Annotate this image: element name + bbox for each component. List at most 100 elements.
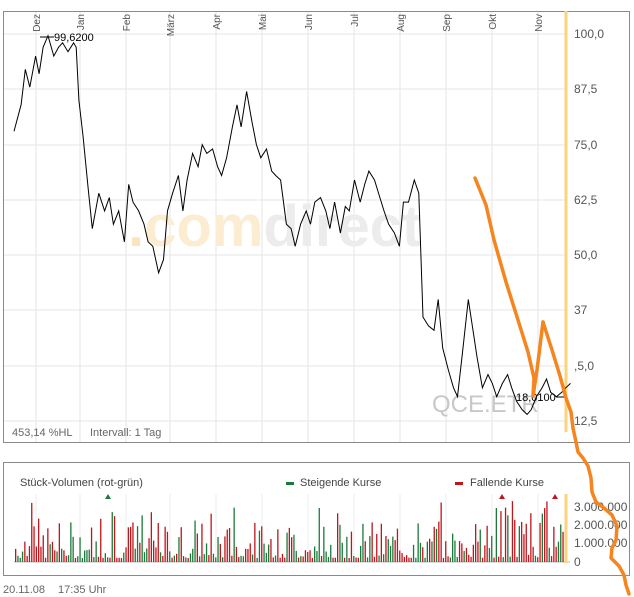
- volume-bar: [226, 529, 228, 562]
- volume-bar: [378, 555, 380, 562]
- month-label: Jan: [76, 14, 87, 30]
- volume-bar: [44, 557, 47, 562]
- volume-bar: [371, 522, 373, 562]
- volume-bar: [452, 533, 454, 562]
- volume-bar: [316, 551, 318, 562]
- volume-bar: [185, 557, 187, 562]
- volume-bar: [242, 556, 244, 562]
- volume-bar: [139, 542, 141, 562]
- volume-bar: [383, 554, 385, 562]
- volume-bar: [491, 535, 493, 562]
- volume-bar: [274, 555, 277, 562]
- volume-bar: [116, 557, 118, 562]
- volume-peak-arrow: [105, 494, 111, 499]
- volume-bar: [187, 558, 189, 562]
- volume-bar: [394, 540, 396, 562]
- month-label: Okt: [488, 14, 499, 30]
- volume-bar: [201, 523, 203, 562]
- volume-bar: [28, 546, 31, 562]
- volume-bar: [15, 548, 17, 562]
- volume-bar: [70, 522, 72, 562]
- volume-bar: [431, 541, 433, 562]
- month-label: Nov: [534, 14, 545, 32]
- volume-bar: [493, 557, 495, 562]
- trend-overlay-line-1: [473, 176, 545, 398]
- volume-bar: [279, 557, 281, 562]
- volume-bar: [406, 555, 408, 562]
- volume-bar: [155, 547, 157, 562]
- volume-bar: [539, 522, 541, 562]
- volume-bar: [130, 526, 132, 562]
- volume-bar: [511, 501, 514, 562]
- volume-bar: [403, 556, 405, 562]
- volume-bar: [173, 555, 175, 562]
- volume-bar: [65, 555, 67, 562]
- volume-bar: [74, 558, 77, 562]
- volume-bar: [217, 537, 219, 562]
- volume-bar: [17, 555, 19, 562]
- legend-up-swatch: [286, 482, 294, 485]
- volume-bar: [484, 545, 486, 562]
- volume-bar: [100, 518, 102, 562]
- volume-bar: [521, 521, 523, 562]
- volume-bar: [311, 558, 313, 562]
- volume-bar: [412, 544, 415, 562]
- volume-bar: [475, 524, 477, 562]
- volume-bar: [249, 543, 251, 562]
- volume-bar: [258, 530, 261, 562]
- volume-bar: [472, 544, 474, 562]
- volume-bar: [93, 557, 95, 562]
- volume-bar: [518, 526, 520, 562]
- volume-y-tick-label: 2.000.000: [574, 518, 628, 532]
- volume-bar: [134, 548, 136, 562]
- volume-bar: [272, 557, 274, 562]
- volume-bar: [366, 557, 369, 562]
- volume-bar: [146, 548, 148, 562]
- volume-bar: [240, 555, 242, 562]
- volume-bar: [49, 544, 51, 562]
- volume-bar: [389, 546, 392, 562]
- volume-bar: [40, 546, 42, 562]
- volume-bar: [104, 553, 106, 562]
- volume-bar: [346, 536, 348, 562]
- volume-bar: [410, 557, 412, 562]
- y-tick-label: 75,0: [574, 138, 598, 152]
- volume-bar: [325, 551, 327, 562]
- volume-bar: [302, 556, 304, 562]
- volume-title: Stück-Volumen (rot-grün): [20, 477, 143, 489]
- volume-bar: [81, 558, 83, 562]
- volume-bar: [143, 552, 146, 562]
- volume-bar: [176, 553, 178, 562]
- month-label: Jun: [304, 14, 315, 30]
- month-label: Mai: [258, 14, 269, 30]
- volume-bar: [141, 515, 143, 562]
- volume-bar: [293, 534, 295, 562]
- volume-bar: [180, 527, 182, 562]
- volume-peak-arrow: [552, 494, 558, 499]
- volume-bar: [376, 533, 378, 562]
- volume-bar: [284, 557, 286, 562]
- volume-bar: [164, 526, 166, 562]
- volume-bar: [245, 548, 247, 562]
- volume-bar: [327, 556, 330, 562]
- volume-bar: [486, 525, 488, 562]
- interval-label: Intervall: 1 Tag: [90, 427, 161, 439]
- volume-bar: [84, 550, 86, 562]
- volume-bar: [456, 557, 458, 562]
- month-label: März: [166, 14, 177, 36]
- volume-bar: [523, 534, 525, 562]
- watermark: .comdirect: [128, 194, 421, 259]
- volume-bar: [111, 512, 113, 562]
- volume-bar: [422, 547, 424, 562]
- volume-bar: [355, 557, 357, 562]
- volume-bar: [88, 549, 90, 562]
- volume-bar: [125, 547, 127, 562]
- volume-bar: [63, 550, 65, 562]
- low-label: 18,0100: [516, 392, 556, 404]
- footer-date: 20.11.08: [3, 584, 45, 596]
- volume-bar: [502, 557, 504, 562]
- volume-bar: [408, 557, 410, 562]
- volume-bar: [334, 557, 336, 562]
- volume-bar: [120, 558, 123, 562]
- volume-bar: [171, 557, 173, 562]
